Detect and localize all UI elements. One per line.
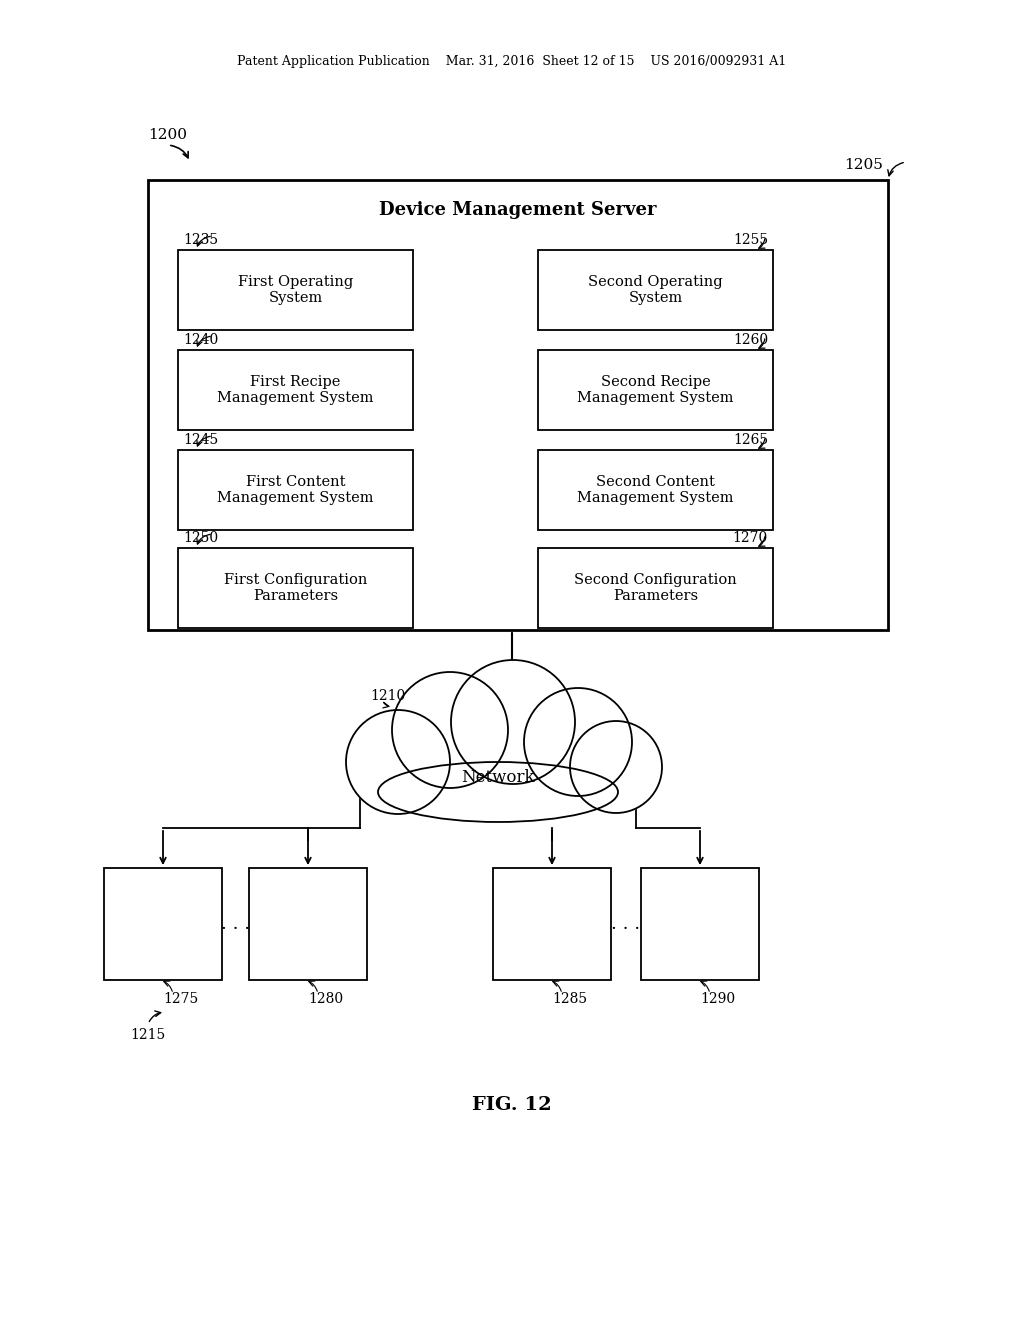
Text: First Recipe
Management System: First Recipe Management System [217,375,374,405]
Bar [178,350,413,430]
Text: 1210: 1210 [370,689,406,704]
Text: 1240: 1240 [183,333,218,347]
Text: First Configuration
Parameters: First Configuration Parameters [224,573,368,603]
Text: 1200: 1200 [148,128,187,143]
Text: Network: Network [461,768,535,785]
Bar [178,548,413,628]
Bar [538,450,773,531]
Bar [641,869,759,979]
Text: 1260: 1260 [733,333,768,347]
Text: 1205: 1205 [844,158,883,172]
Text: 1270: 1270 [733,531,768,545]
Text: Second Recipe
Management System: Second Recipe Management System [578,375,734,405]
Circle shape [392,672,508,788]
Circle shape [570,721,662,813]
Text: 1290: 1290 [700,993,735,1006]
Bar [538,548,773,628]
Text: Second Configuration
Parameters: Second Configuration Parameters [574,573,737,603]
Text: . . .: . . . [611,915,641,933]
Text: 1215: 1215 [130,1028,165,1041]
Circle shape [524,688,632,796]
Bar [104,869,222,979]
Circle shape [451,660,575,784]
Bar [148,180,888,630]
Text: 1280: 1280 [308,993,343,1006]
Text: 1250: 1250 [183,531,218,545]
Text: First Operating
System: First Operating System [238,275,353,305]
Text: 1245: 1245 [183,433,218,447]
Text: 1275: 1275 [163,993,199,1006]
Bar [178,249,413,330]
Text: Patent Application Publication    Mar. 31, 2016  Sheet 12 of 15    US 2016/00929: Patent Application Publication Mar. 31, … [238,55,786,69]
Text: 1255: 1255 [733,234,768,247]
Bar [493,869,611,979]
Bar [178,450,413,531]
Text: 1235: 1235 [183,234,218,247]
Ellipse shape [378,762,618,822]
Text: . . .: . . . [221,915,250,933]
Bar [538,249,773,330]
Text: FIG. 12: FIG. 12 [472,1096,552,1114]
Text: Second Content
Management System: Second Content Management System [578,475,734,506]
Text: 1265: 1265 [733,433,768,447]
Circle shape [346,710,450,814]
Text: Second Operating
System: Second Operating System [588,275,723,305]
Text: Device Management Server: Device Management Server [379,201,656,219]
Text: 1285: 1285 [552,993,587,1006]
Text: First Content
Management System: First Content Management System [217,475,374,506]
Bar [249,869,367,979]
Bar [538,350,773,430]
